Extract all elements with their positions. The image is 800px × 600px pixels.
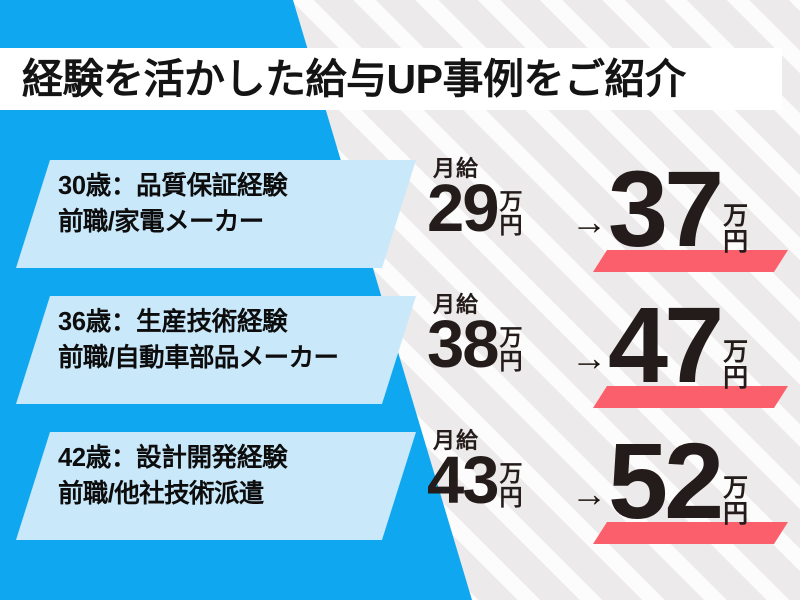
monthly-salary-label: 月給 [433, 428, 480, 453]
highlight-bar [593, 522, 788, 544]
unit-before: 万 円 [500, 325, 523, 373]
monthly-salary-label: 月給 [433, 156, 480, 181]
salary-after-group: 37 万 円 [608, 148, 748, 269]
salary-after-value: 37 [608, 148, 724, 269]
salary-before-group: 43 万 円 [427, 443, 523, 518]
profile-text: 36歳：生産技術経験 前職/自動車部品メーカー [58, 304, 398, 376]
salary-after-group: 47 万 円 [608, 284, 748, 405]
salary-comparison: 月給 38 万 円 → 47 万 円 [425, 288, 800, 420]
profile-text: 30歳：品質保証経験 前職/家電メーカー [58, 168, 398, 240]
page-title: 経験を活かした給与UP事例をご紹介 [22, 55, 686, 102]
profile-line-2: 前職/自動車部品メーカー [58, 344, 339, 373]
arrow-icon: → [571, 473, 607, 514]
profile-chip [16, 296, 416, 404]
salary-after-value: 52 [608, 420, 724, 541]
unit-en-label: 円 [499, 212, 523, 239]
profile-line-2: 前職/他社技術派遣 [58, 480, 264, 509]
profile-chip [16, 432, 416, 540]
unit-before: 万 円 [500, 461, 523, 509]
unit-en-label: 円 [723, 500, 749, 529]
salary-before-value: 29 [427, 171, 500, 246]
highlight-bar [593, 386, 788, 408]
salary-comparison: 月給 43 万 円 → 52 万 円 [425, 424, 800, 556]
profile-chip [16, 160, 416, 268]
unit-man-label: 万 [723, 474, 749, 503]
salary-before-group: 38 万 円 [427, 307, 523, 382]
unit-en-label: 円 [499, 484, 523, 511]
case-row: 42歳：設計開発経験 前職/他社技術派遣 月給 43 万 円 → 52 万 円 [0, 424, 800, 556]
unit-before: 万 円 [500, 189, 523, 237]
case-row: 36歳：生産技術経験 前職/自動車部品メーカー 月給 38 万 円 → 47 万… [0, 288, 800, 420]
unit-man-label: 万 [499, 460, 523, 487]
unit-man-label: 万 [499, 188, 523, 215]
case-row: 30歳：品質保証経験 前職/家電メーカー 月給 29 万 円 → 37 万 円 [0, 152, 800, 284]
unit-after: 万 円 [723, 203, 748, 256]
unit-man-label: 万 [723, 202, 749, 231]
profile-line-1: 42歳：設計開発経験 [58, 444, 288, 472]
highlight-bar [593, 250, 788, 272]
unit-after: 万 円 [723, 475, 748, 528]
arrow-icon: → [571, 337, 607, 378]
profile-text: 42歳：設計開発経験 前職/他社技術派遣 [58, 440, 398, 512]
salary-after-value: 47 [608, 284, 724, 405]
unit-en-label: 円 [723, 228, 749, 257]
salary-comparison: 月給 29 万 円 → 37 万 円 [425, 152, 800, 284]
unit-man-label: 万 [499, 324, 523, 351]
unit-en-label: 円 [723, 364, 749, 393]
salary-before-value: 38 [427, 307, 500, 382]
title-band: 経験を活かした給与UP事例をご紹介 [0, 48, 782, 110]
profile-line-1: 36歳：生産技術経験 [58, 308, 288, 336]
profile-line-2: 前職/家電メーカー [58, 208, 264, 237]
profile-line-1: 30歳：品質保証経験 [58, 172, 288, 200]
salary-after-group: 52 万 円 [608, 420, 748, 541]
unit-after: 万 円 [723, 339, 748, 392]
monthly-salary-label: 月給 [433, 292, 480, 317]
unit-man-label: 万 [723, 338, 749, 367]
salary-before-value: 43 [427, 443, 500, 518]
arrow-icon: → [571, 201, 607, 242]
salary-before-group: 29 万 円 [427, 171, 523, 246]
unit-en-label: 円 [499, 348, 523, 375]
